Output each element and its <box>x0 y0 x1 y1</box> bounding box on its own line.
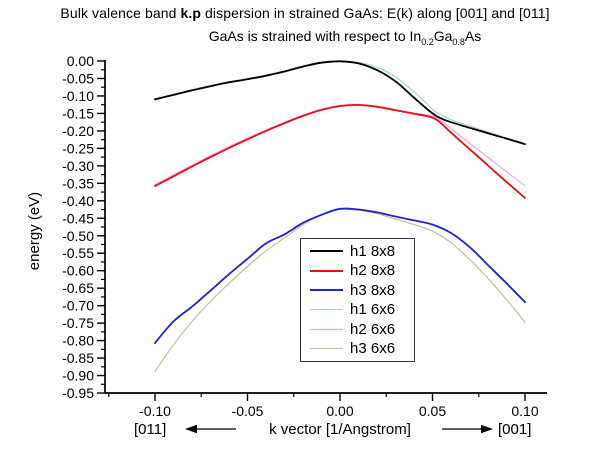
x-axis-title: k vector [1/Angstrom] <box>269 421 411 438</box>
chart-subtitle: GaAs is strained with respect to In0.2Ga… <box>80 28 610 47</box>
y-tick-label: 0.00 <box>67 53 94 69</box>
legend-item-h1-8x8: h1 8x8 <box>310 244 414 259</box>
y-tick-label: -0.05 <box>62 70 94 86</box>
chart-subtitle-suffix: As <box>464 28 482 44</box>
legend-line-sample <box>310 309 343 311</box>
legend-line-sample <box>310 289 343 292</box>
legend-line-sample <box>310 328 343 330</box>
legend-item-h3-8x8: h3 8x8 <box>310 283 414 298</box>
legend-label: h3 6x6 <box>350 340 396 358</box>
y-tick-label: -0.60 <box>62 263 94 279</box>
curve-h1-8x8 <box>154 60 526 146</box>
chart-title: Bulk valence band k.p dispersion in stra… <box>0 5 610 21</box>
x-tick-label: 0.00 <box>326 403 353 419</box>
legend-item-h1-6x6: h1 6x6 <box>310 302 414 317</box>
legend-label: h3 8x8 <box>350 281 396 299</box>
curve-h3-8x8 <box>154 207 526 344</box>
right-arrow-head <box>481 424 493 434</box>
legend-label: h1 8x8 <box>350 242 396 260</box>
chart-subtitle-sub2: 0.8 <box>452 36 465 47</box>
legend-line-sample <box>310 348 343 350</box>
y-tick-label: -0.85 <box>62 350 94 366</box>
x-tick-label: -0.05 <box>232 403 264 419</box>
y-tick-label: -0.80 <box>62 333 94 349</box>
legend-label: h2 8x8 <box>350 262 396 280</box>
y-tick-label: -0.25 <box>62 140 94 156</box>
chart-subtitle-sub1: 0.2 <box>421 36 434 47</box>
curve-h2-6x6 <box>154 103 526 187</box>
y-tick-label: -0.35 <box>62 175 94 191</box>
y-tick-label: -0.40 <box>62 193 94 209</box>
legend-item-h2-8x8: h2 8x8 <box>310 263 414 278</box>
chart-subtitle-mid: Ga <box>433 28 453 44</box>
y-tick-label: -0.70 <box>62 298 94 314</box>
chart-subtitle-prefix: GaAs is strained with respect to In <box>208 28 422 44</box>
x-tick-label: 0.10 <box>511 403 538 419</box>
legend-item-h3-6x6: h3 6x6 <box>310 341 414 356</box>
legend-label: h1 6x6 <box>350 301 396 319</box>
y-tick-label: -0.90 <box>62 368 94 384</box>
y-tick-label: -0.20 <box>62 123 94 139</box>
y-tick-label: -0.65 <box>62 280 94 296</box>
chart-title-bold-kp: k.p <box>180 5 202 21</box>
legend-item-h2-6x6: h2 6x6 <box>310 322 414 337</box>
legend-line-sample <box>310 269 343 272</box>
direction-right-label: [001] <box>498 421 532 438</box>
y-tick-label: -0.50 <box>62 228 94 244</box>
x-tick-label: -0.10 <box>139 403 171 419</box>
curve-h1-6x6 <box>154 60 526 145</box>
legend-line-sample <box>310 250 343 253</box>
x-tick-label: 0.05 <box>419 403 446 419</box>
legend-label: h2 6x6 <box>350 320 396 338</box>
y-tick-label: -0.15 <box>62 105 94 121</box>
y-tick-label: -0.10 <box>62 88 94 104</box>
legend: h1 8x8 h2 8x8 h3 8x8 h1 6x6 h2 6x6 h3 6x6 <box>300 238 415 362</box>
y-tick-label: -0.30 <box>62 158 94 174</box>
chart-title-suffix: dispersion in strained GaAs: E(k) along … <box>201 5 550 21</box>
direction-left-label: [011] <box>134 421 167 438</box>
y-tick-label: -0.75 <box>62 315 94 331</box>
y-tick-label: -0.45 <box>62 210 94 226</box>
y-tick-label: -0.95 <box>62 385 94 401</box>
left-arrow-head <box>185 424 197 434</box>
curve-h2-8x8 <box>154 104 526 199</box>
chart-title-prefix: Bulk valence band <box>60 5 181 21</box>
y-tick-label: -0.55 <box>62 245 94 261</box>
